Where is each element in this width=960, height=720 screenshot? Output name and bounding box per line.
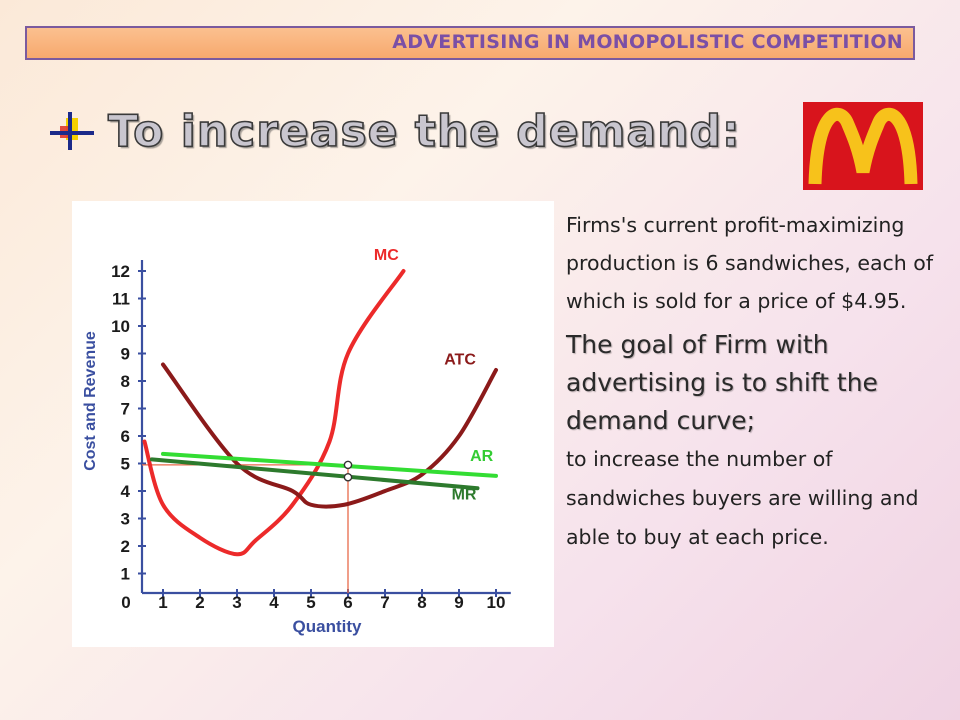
point-marker	[343, 472, 353, 482]
y-tick-label: 6	[121, 427, 130, 446]
golden-arches-icon	[808, 107, 918, 185]
y-tick-label: 1	[121, 565, 130, 584]
series-mr-label: MR	[452, 486, 477, 503]
y-tick-label: 8	[121, 372, 130, 391]
y-tick-label: 11	[112, 290, 130, 309]
x-tick-label: 2	[195, 593, 204, 612]
explanation-text: Firms's current profit-maximizing produc…	[566, 206, 946, 557]
x-tick-label: 7	[380, 593, 389, 612]
y-tick-label: 9	[121, 345, 130, 364]
current-production-paragraph: Firms's current profit-maximizing produc…	[566, 213, 934, 313]
x-tick-label: 9	[454, 593, 463, 612]
increase-paragraph: to increase the number of sandwiches buy…	[566, 447, 919, 549]
series-mc-label: MC	[374, 247, 399, 264]
y-tick-label: 12	[111, 262, 130, 281]
mcdonalds-logo	[803, 102, 923, 190]
cost-revenue-chart: 1 2 3 4 5 6 7 8 9 10 11 12 0 1 2 3 4 5 6 7 8 9 10 Quantity Cost …	[72, 201, 554, 647]
series-mr-curve	[149, 457, 480, 491]
y-tick-label: 5	[121, 455, 130, 474]
banner-title: ADVERTISING IN MONOPOLISTIC COMPETITION	[392, 31, 903, 53]
title-banner: ADVERTISING IN MONOPOLISTIC COMPETITION	[25, 26, 915, 60]
series-atc-label: ATC	[444, 352, 476, 369]
page-heading: To increase the demand:	[107, 105, 741, 158]
series-mc-curve	[142, 269, 406, 557]
series-ar-curve	[161, 451, 498, 478]
x-tick-label: 6	[343, 593, 352, 612]
series-ar-label: AR	[470, 448, 494, 465]
x-axis-label: Quantity	[293, 617, 362, 636]
y-tick-label: 3	[121, 510, 130, 529]
y-tick-label: 4	[121, 482, 131, 501]
x-tick-label: 3	[232, 593, 241, 612]
x-tick-label: 8	[417, 593, 426, 612]
x-tick-label: 1	[158, 593, 167, 612]
goal-paragraph: The goal of Firm with advertising is to …	[566, 330, 878, 435]
x-tick-label: 10	[487, 593, 506, 612]
cross-bullet-icon	[50, 112, 94, 150]
y-tick-label: 10	[111, 317, 130, 336]
y-tick-label: 7	[121, 400, 130, 419]
x-tick-label: 4	[269, 593, 279, 612]
x-tick-label: 0	[121, 593, 130, 612]
y-axis-label: Cost and Revenue	[82, 331, 99, 471]
series-atc-curve	[161, 362, 498, 509]
y-tick-label: 2	[121, 537, 130, 556]
point-marker	[343, 460, 353, 470]
x-tick-label: 5	[306, 593, 315, 612]
